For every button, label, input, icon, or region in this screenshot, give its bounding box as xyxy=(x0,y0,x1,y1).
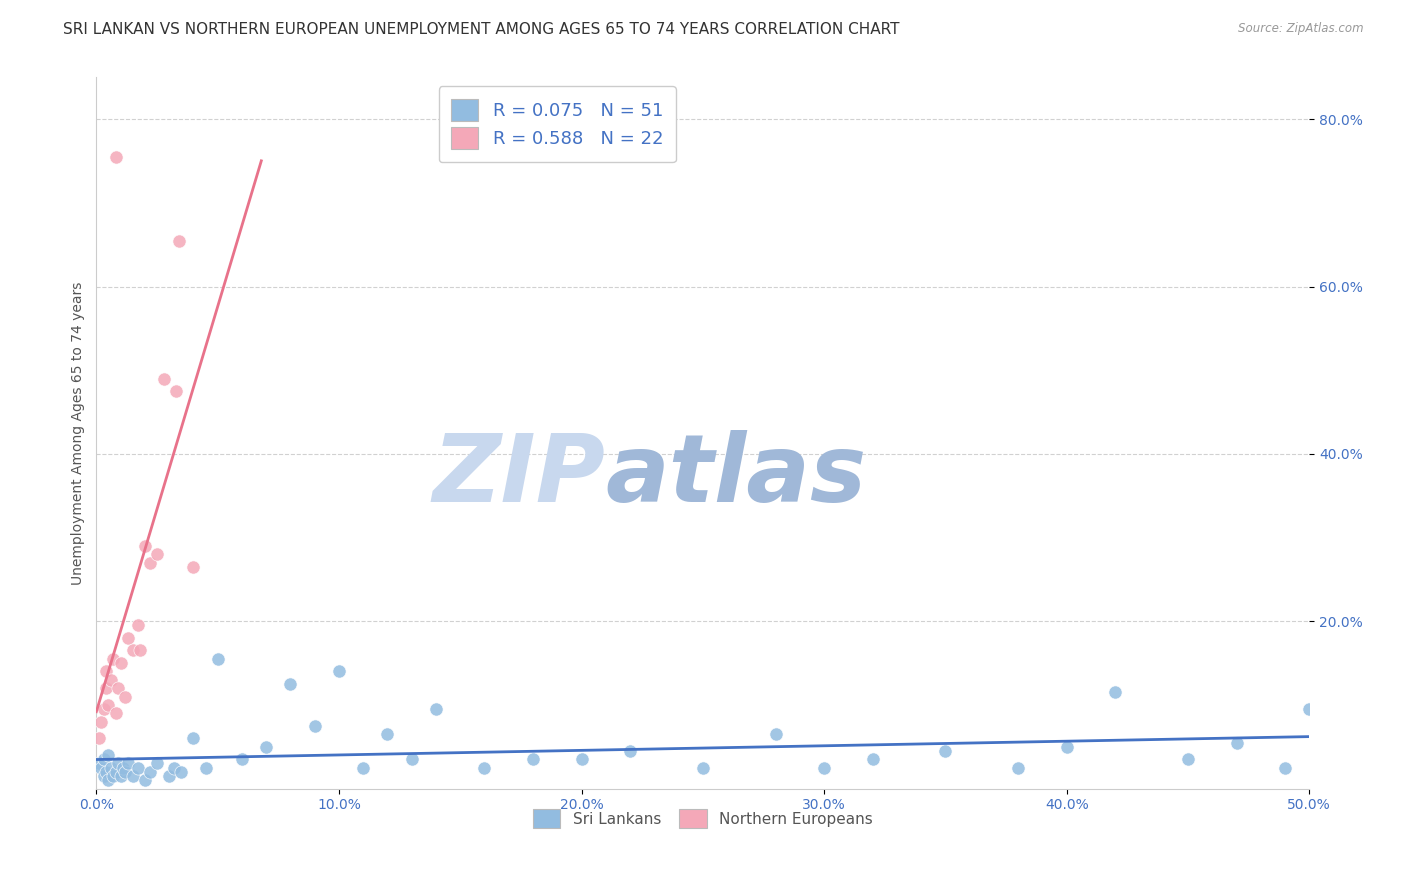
Point xyxy=(107,681,129,695)
Point xyxy=(97,747,120,762)
Point xyxy=(90,761,112,775)
Point xyxy=(129,643,152,657)
Point xyxy=(104,764,127,779)
Point xyxy=(425,702,447,716)
Point xyxy=(114,764,136,779)
Point xyxy=(107,756,129,771)
Point xyxy=(183,731,205,746)
Point xyxy=(104,150,127,164)
Point xyxy=(328,665,350,679)
Point xyxy=(104,706,127,721)
Point xyxy=(121,643,143,657)
Point xyxy=(153,371,176,385)
Point xyxy=(254,739,277,754)
Point xyxy=(127,618,149,632)
Point xyxy=(170,764,193,779)
Point xyxy=(121,769,143,783)
Point xyxy=(112,761,135,775)
Point xyxy=(134,539,156,553)
Point xyxy=(110,656,132,670)
Point xyxy=(619,744,641,758)
Point xyxy=(100,761,122,775)
Point xyxy=(165,384,187,399)
Point xyxy=(194,761,217,775)
Point xyxy=(163,761,186,775)
Point xyxy=(692,761,714,775)
Point xyxy=(94,665,117,679)
Point xyxy=(93,769,115,783)
Point xyxy=(93,752,115,766)
Point xyxy=(1177,752,1199,766)
Text: atlas: atlas xyxy=(606,430,868,522)
Point xyxy=(94,681,117,695)
Point xyxy=(97,698,120,712)
Point xyxy=(352,761,374,775)
Point xyxy=(110,769,132,783)
Point xyxy=(127,761,149,775)
Point xyxy=(1104,685,1126,699)
Point xyxy=(401,752,423,766)
Point xyxy=(934,744,956,758)
Point xyxy=(813,761,835,775)
Point xyxy=(93,702,115,716)
Point xyxy=(146,547,169,561)
Point xyxy=(377,727,399,741)
Point xyxy=(522,752,544,766)
Point xyxy=(571,752,593,766)
Point xyxy=(117,631,139,645)
Point xyxy=(1274,761,1296,775)
Point xyxy=(183,559,205,574)
Point xyxy=(103,769,125,783)
Point xyxy=(1225,735,1247,749)
Point xyxy=(117,756,139,771)
Point xyxy=(94,764,117,779)
Point xyxy=(1007,761,1029,775)
Point xyxy=(231,752,253,766)
Point xyxy=(167,234,190,248)
Point xyxy=(97,773,120,788)
Point xyxy=(280,677,302,691)
Point xyxy=(765,727,787,741)
Point xyxy=(474,761,496,775)
Point xyxy=(114,690,136,704)
Point xyxy=(87,731,110,746)
Point xyxy=(146,756,169,771)
Legend: Sri Lankans, Northern Europeans: Sri Lankans, Northern Europeans xyxy=(527,804,879,834)
Point xyxy=(87,756,110,771)
Text: SRI LANKAN VS NORTHERN EUROPEAN UNEMPLOYMENT AMONG AGES 65 TO 74 YEARS CORRELATI: SRI LANKAN VS NORTHERN EUROPEAN UNEMPLOY… xyxy=(63,22,900,37)
Point xyxy=(138,764,160,779)
Point xyxy=(90,714,112,729)
Point xyxy=(103,652,125,666)
Point xyxy=(157,769,180,783)
Point xyxy=(1056,739,1078,754)
Point xyxy=(1298,702,1320,716)
Point xyxy=(304,719,326,733)
Point xyxy=(207,652,229,666)
Point xyxy=(138,556,160,570)
Point xyxy=(100,673,122,687)
Point xyxy=(134,773,156,788)
Point xyxy=(862,752,884,766)
Text: ZIP: ZIP xyxy=(433,430,606,522)
Y-axis label: Unemployment Among Ages 65 to 74 years: Unemployment Among Ages 65 to 74 years xyxy=(72,281,86,584)
Text: Source: ZipAtlas.com: Source: ZipAtlas.com xyxy=(1239,22,1364,36)
